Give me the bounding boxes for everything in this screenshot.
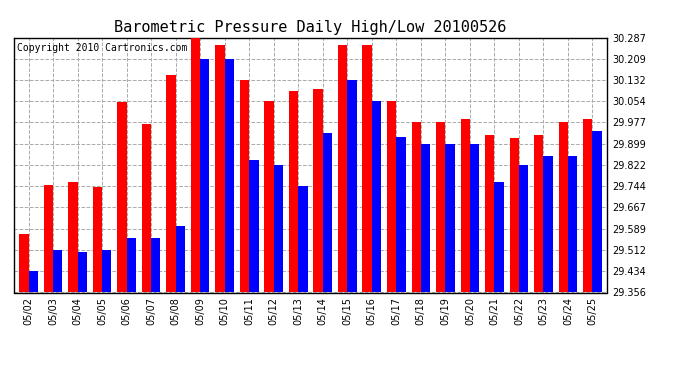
Bar	[362, 45, 372, 292]
Bar	[445, 144, 455, 292]
Bar	[126, 238, 136, 292]
Bar	[28, 271, 38, 292]
Bar	[485, 135, 495, 292]
Bar	[117, 102, 126, 292]
Title: Barometric Pressure Daily High/Low 20100526: Barometric Pressure Daily High/Low 20100…	[115, 20, 506, 35]
Bar	[544, 156, 553, 292]
Bar	[166, 75, 176, 292]
Bar	[436, 122, 445, 292]
Bar	[215, 45, 225, 292]
Bar	[43, 184, 53, 292]
Bar	[19, 234, 28, 292]
Bar	[102, 251, 111, 292]
Bar	[298, 186, 308, 292]
Bar	[176, 226, 185, 292]
Bar	[568, 156, 578, 292]
Bar	[240, 80, 249, 292]
Bar	[396, 138, 406, 292]
Bar	[460, 119, 470, 292]
Bar	[191, 38, 200, 292]
Bar	[274, 165, 283, 292]
Bar	[495, 182, 504, 292]
Bar	[77, 252, 87, 292]
Bar	[411, 122, 421, 292]
Bar	[470, 144, 479, 292]
Bar	[421, 144, 430, 292]
Bar	[53, 250, 62, 292]
Bar	[583, 119, 593, 292]
Text: Copyright 2010 Cartronics.com: Copyright 2010 Cartronics.com	[17, 43, 187, 52]
Bar	[372, 101, 381, 292]
Bar	[510, 138, 519, 292]
Bar	[559, 122, 568, 292]
Bar	[534, 135, 544, 292]
Bar	[249, 160, 259, 292]
Bar	[264, 101, 274, 292]
Bar	[68, 182, 77, 292]
Bar	[225, 59, 234, 292]
Bar	[142, 124, 151, 292]
Bar	[92, 188, 102, 292]
Bar	[387, 101, 396, 292]
Bar	[151, 238, 161, 292]
Bar	[519, 165, 529, 292]
Bar	[347, 80, 357, 292]
Bar	[200, 59, 210, 292]
Bar	[338, 45, 347, 292]
Bar	[593, 132, 602, 292]
Bar	[323, 132, 332, 292]
Bar	[313, 89, 323, 292]
Bar	[289, 92, 298, 292]
